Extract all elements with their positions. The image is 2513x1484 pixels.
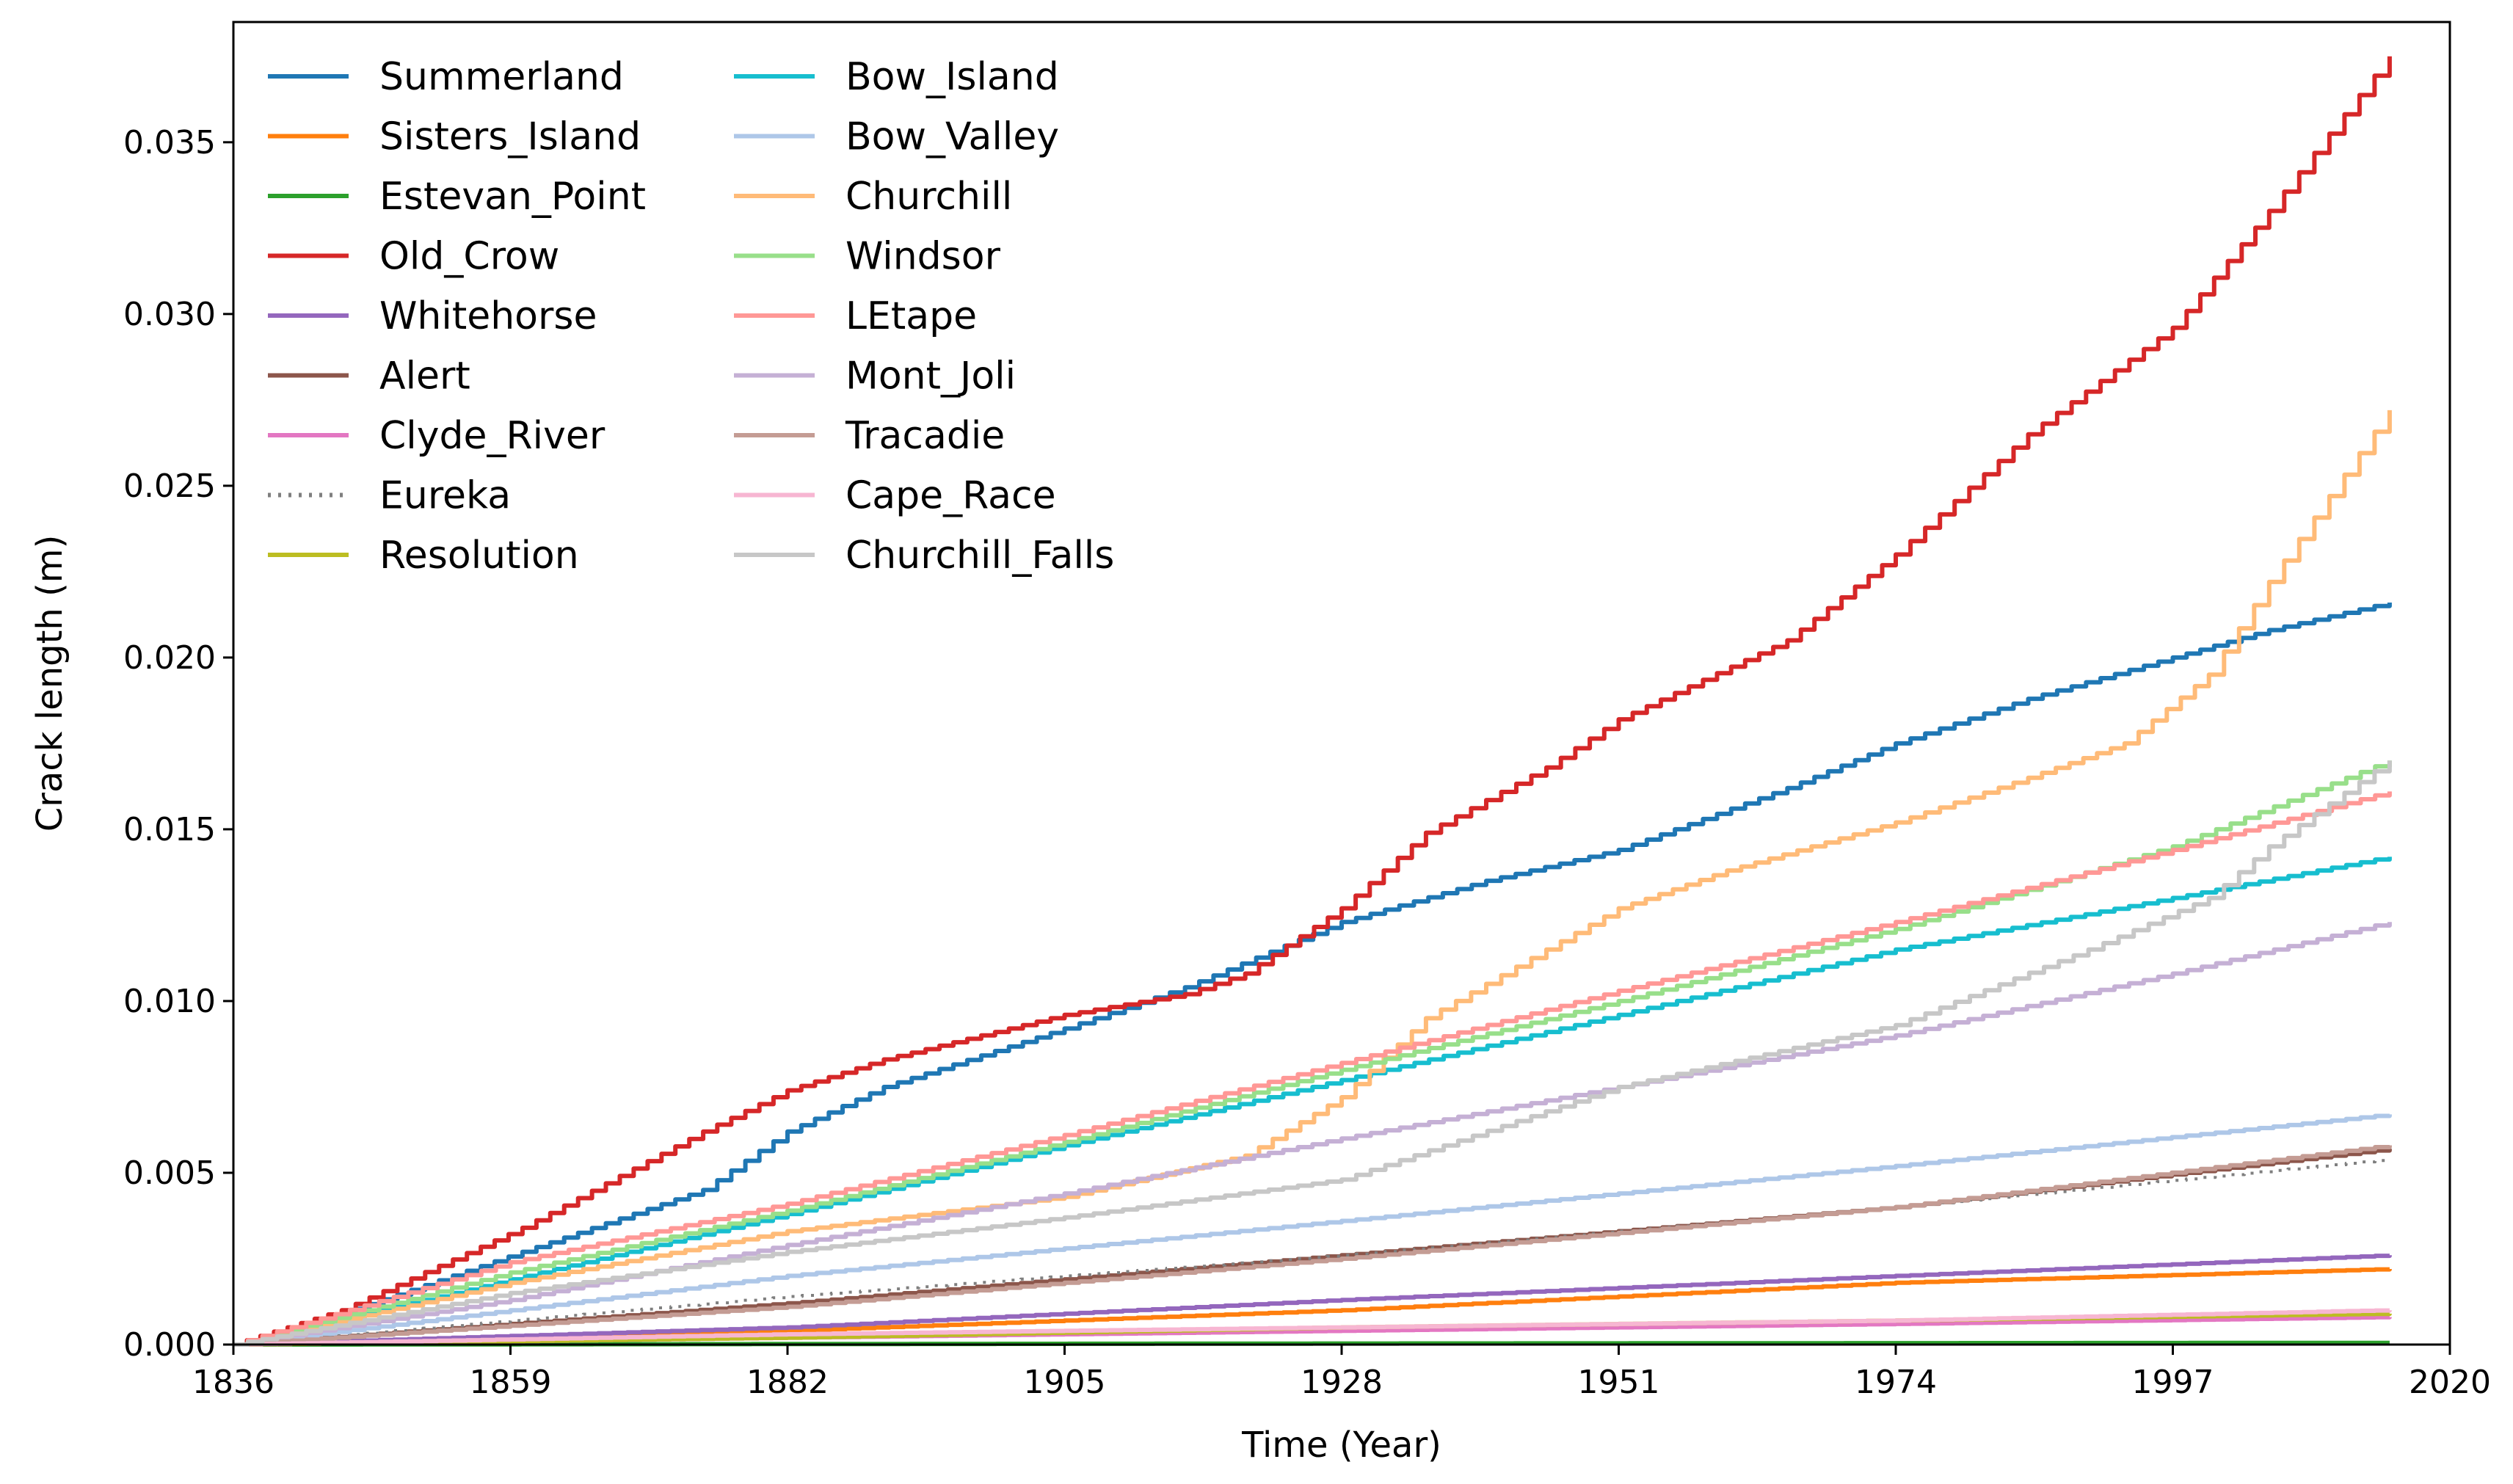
series-line-tracadie: [233, 1145, 2392, 1347]
legend-label: Eureka: [379, 474, 511, 518]
x-axis-label: Time (Year): [1241, 1425, 1441, 1466]
legend-label: Resolution: [379, 534, 579, 578]
x-tick-label: 1882: [746, 1364, 829, 1401]
y-tick-label: 0.030: [123, 296, 216, 333]
y-tick-label: 0.035: [123, 124, 216, 161]
series-line-cape-race: [233, 1308, 2392, 1347]
series-line-whitehorse: [233, 1254, 2392, 1347]
legend-label: LEtape: [845, 294, 977, 338]
y-tick-label: 0.015: [123, 811, 216, 848]
y-tick-label: 0.000: [123, 1326, 216, 1364]
legend-label: Whitehorse: [379, 294, 597, 338]
legend-label: Bow_Valley: [845, 115, 1059, 159]
series-line-bow-valley: [233, 1113, 2392, 1347]
series-line-old-crow: [233, 56, 2392, 1347]
x-axis: 1836 1859 1882 1905 1928 1951 1974 1997 2020: [192, 1345, 2491, 1401]
x-tick-label: 1974: [1855, 1364, 1937, 1401]
legend-label: Clyde_River: [379, 414, 605, 458]
y-tick-label: 0.005: [123, 1154, 216, 1192]
x-tick-label: 1997: [2132, 1364, 2214, 1401]
series-line-bow-island: [233, 856, 2392, 1347]
y-tick-label: 0.010: [123, 983, 216, 1020]
x-tick-label: 1928: [1301, 1364, 1383, 1401]
series-line-churchill: [233, 410, 2392, 1347]
y-tick-label: 0.025: [123, 468, 216, 505]
series-line-churchill-falls: [233, 760, 2392, 1347]
series-line-mont-joli: [233, 922, 2392, 1347]
x-tick-label: 1905: [1024, 1364, 1106, 1401]
legend-label: Tracadie: [845, 414, 1005, 458]
y-tick-label: 0.020: [123, 639, 216, 677]
legend-label: Mont_Joli: [845, 354, 1016, 399]
x-tick-label: 1859: [470, 1364, 552, 1401]
x-tick-label: 2020: [2409, 1364, 2491, 1401]
legend-label: Old_Crow: [379, 235, 559, 279]
legend-label: Churchill_Falls: [845, 534, 1114, 578]
legend-label: Bow_Island: [845, 55, 1059, 99]
legend-label: Alert: [379, 354, 470, 399]
x-tick-label: 1836: [192, 1364, 274, 1401]
legend: Summerland Sisters_Island Estevan_Point Old…: [268, 55, 1114, 578]
legend-label: Windsor: [845, 235, 1001, 279]
legend-label: Cape_Race: [845, 474, 1056, 518]
series-line-letape: [233, 791, 2392, 1347]
legend-label: Churchill: [845, 175, 1012, 219]
legend-label: Estevan_Point: [379, 175, 646, 219]
legend-label: Summerland: [379, 55, 624, 99]
y-axis-label: Crack length (m): [29, 535, 70, 832]
series-line-eureka: [233, 1159, 2391, 1346]
legend-label: Sisters_Island: [379, 115, 641, 159]
x-tick-label: 1951: [1578, 1364, 1660, 1401]
y-axis: 0.000 0.005 0.010 0.015 0.020 0.025 0.030 0.035: [123, 124, 233, 1364]
